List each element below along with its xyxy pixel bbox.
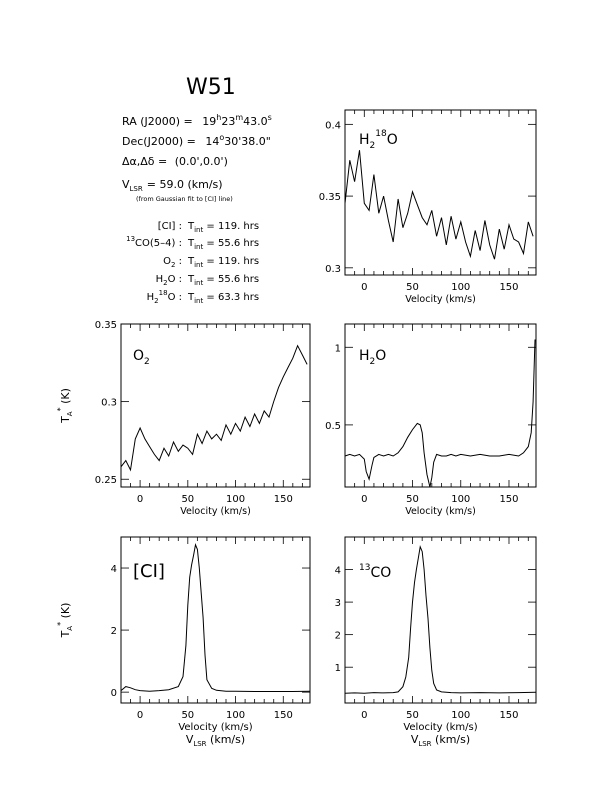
plot-frame [344,109,537,276]
x-tick-label: 100 [226,710,245,721]
x-tick-label: 50 [406,282,419,293]
panel-h218o: 0 50 100 150 0.3 0.35 0.4 Velocity (km/s) H218O [319,109,537,305]
y-tick-label: 0.4 [325,120,341,131]
y-tick-label: 2 [111,626,117,637]
tint-row-label: H218O : [147,289,182,305]
x-tick-label: 100 [451,282,470,293]
tint-row-label: H2O : [156,274,182,287]
x-tick-label: 0 [137,710,143,721]
species-label: [CI] [133,561,165,582]
y-axis-label: TA* (K) [56,388,74,424]
x-tick-label: 50 [181,710,194,721]
x-axis-label-vlsr: VLSR (km/s) [186,733,245,748]
x-tick-label: 100 [451,710,470,721]
y-axis-label: TA* (K) [56,603,74,639]
panel-h2o: 0 50 100 150 0.5 1 Velocity (km/s) H2O [325,323,537,517]
x-tick-label: 50 [181,494,194,505]
y-tick-label: 0.3 [101,398,117,409]
panel-o2: 0 50 100 150 0.25 0.3 0.35 Velocity (km/s) TA* (… [56,320,311,517]
x-tick-label: 150 [274,710,293,721]
plot-frame [120,536,311,704]
plot-frame [344,323,537,488]
x-tick-label: 150 [499,710,518,721]
tint-row-label: 13CO(5–4) : [126,235,182,249]
y-tick-label: 1 [335,343,341,354]
tint-row-value: Tint = 55.6 hrs [187,238,259,251]
x-axis-label: Velocity (km/s) [405,294,476,305]
x-tick-label: 50 [406,494,419,505]
x-tick-label: 150 [274,494,293,505]
species-label: H218O [359,129,398,151]
panel-ci: 0 50 100 150 0 2 4 Velocity (km/s)VLSR (km/s) TA… [56,536,311,748]
x-tick-label: 100 [226,494,245,505]
series-line-o2 [120,344,308,472]
y-tick-label: 4 [335,566,341,577]
series-line-h2o [344,339,536,488]
vlsr-note: (from Gaussian fit to [CI] line) [136,195,233,203]
y-tick-label: 0.3 [325,264,341,275]
y-tick-label: 0.35 [95,320,117,331]
dec-line: Dec(J2000) = 14o30'38.0" [122,133,271,148]
y-tick-label: 2 [335,631,341,642]
x-axis-label: Velocity (km/s) [405,506,476,517]
y-tick-label: 4 [111,564,117,575]
species-label: O2 [133,348,150,367]
x-tick-label: 0 [361,282,367,293]
x-axis-label: Velocity (km/s) [403,722,477,733]
tint-row-label: [CI] : [158,221,182,232]
y-tick-label: 3 [335,598,341,609]
species-label: H2O [359,348,386,367]
tint-sup: 13 [126,235,135,243]
x-axis-label: Velocity (km/s) [180,506,251,517]
y-tick-label: 0.5 [325,421,341,432]
plot-frame [344,536,537,704]
panel-13co: 0 50 100 150 1 2 3 4 Velocity (km/s)VLSR (km/s) 1… [335,536,537,748]
series-line-h218o [344,150,534,260]
integration-times: [CI] : Tint = 119. hrs 13CO(5–4) : Tint = 5… [126,221,259,305]
x-tick-label: 50 [406,710,419,721]
x-tick-label: 0 [361,710,367,721]
x-tick-label: 0 [361,494,367,505]
figure-title: W51 [186,75,236,100]
x-tick-label: 150 [499,494,518,505]
offset-line: Δα,Δδ = (0.0',0.0') [122,155,228,168]
x-tick-label: 0 [137,494,143,505]
tint-row-value: Tint = 63.3 hrs [187,292,259,305]
x-tick-label: 150 [499,282,518,293]
species-label: 13CO [359,563,391,581]
vlsr-line: VLSR = 59.0 (km/s) [122,178,223,193]
series-line-13co [344,545,537,694]
series-line-ci [120,543,311,692]
y-tick-label: 0.25 [95,475,117,486]
y-tick-label: 1 [335,663,341,674]
y-tick-label: 0 [111,688,117,699]
x-tick-label: 100 [451,494,470,505]
plot-frame [120,323,311,488]
x-axis-label-vlsr: VLSR (km/s) [411,733,470,748]
tint-row-value: Tint = 119. hrs [187,256,259,269]
x-axis-label: Velocity (km/s) [178,722,252,733]
tint-row-label: O2 : [163,256,182,269]
tint-row-value: Tint = 119. hrs [187,221,259,234]
y-tick-label: 0.35 [319,192,341,203]
ra-line: RA (J2000) = 19h23m43.0s [122,113,272,128]
source-info: RA (J2000) = 19h23m43.0s Dec(J2000) = 14… [122,113,272,203]
tint-row-value: Tint = 55.6 hrs [187,274,259,287]
